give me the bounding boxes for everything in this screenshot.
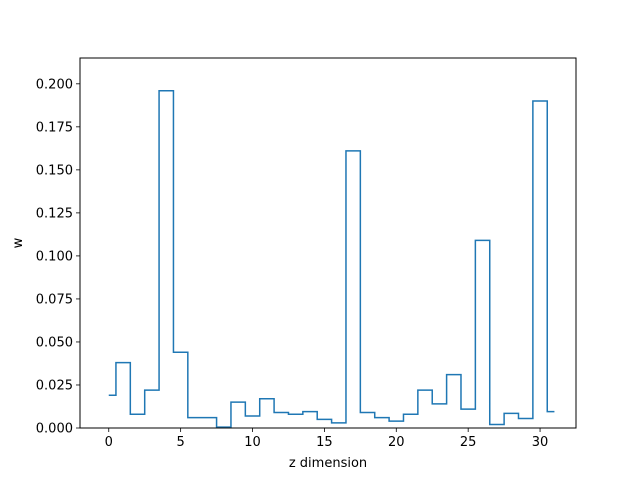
x-tick-label: 15 xyxy=(316,435,333,450)
plot-area xyxy=(80,58,576,428)
y-tick-label: 0.150 xyxy=(36,163,73,178)
x-tick-label: 25 xyxy=(460,435,477,450)
x-tick-label: 20 xyxy=(388,435,405,450)
y-tick-label: 0.025 xyxy=(36,378,73,393)
x-tick-label: 30 xyxy=(532,435,549,450)
y-tick-label: 0.125 xyxy=(36,206,73,221)
y-tick-label: 0.050 xyxy=(36,335,73,350)
y-tick-label: 0.200 xyxy=(36,77,73,92)
x-axis: 0 5 10 15 20 25 30 xyxy=(105,428,549,450)
y-tick-label: 0.175 xyxy=(36,120,73,135)
y-tick-label: 0.100 xyxy=(36,249,73,264)
series-line xyxy=(108,89,555,428)
x-tick-label: 0 xyxy=(105,435,113,450)
x-tick-label: 10 xyxy=(244,435,261,450)
y-tick-label: 0.075 xyxy=(36,292,73,307)
plot-frame xyxy=(79,57,577,429)
y-tick-label: 0.000 xyxy=(36,422,73,437)
x-axis-label: z dimension xyxy=(289,456,367,471)
y-axis: 0.000 0.025 0.050 0.075 0.100 0.125 0.150 0.175… xyxy=(36,77,80,437)
data-layer xyxy=(108,89,555,428)
x-tick-label: 5 xyxy=(176,435,184,450)
y-axis-label: w xyxy=(11,237,26,248)
